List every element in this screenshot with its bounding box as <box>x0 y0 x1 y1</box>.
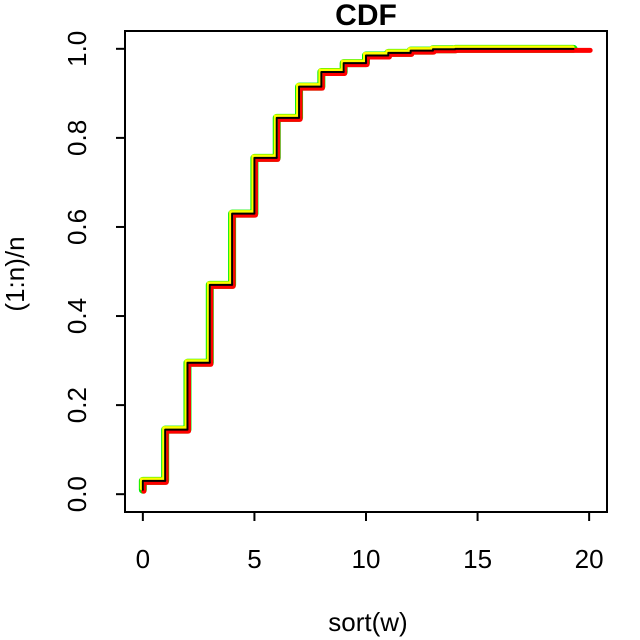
series-lines <box>138 44 593 494</box>
x-axis-ticks: 0 5 10 15 20 <box>136 512 604 574</box>
y-tick-label: 0.0 <box>62 476 92 512</box>
x-axis-label: sort(w) <box>328 607 407 637</box>
x-tick-label: 5 <box>247 544 261 574</box>
y-tick-label: 0.8 <box>62 120 92 156</box>
y-tick-label: 0.2 <box>62 387 92 423</box>
x-tick-label: 20 <box>575 544 604 574</box>
y-tick-label: 0.6 <box>62 209 92 245</box>
ecdf-yellow-line <box>139 45 575 491</box>
plot-box <box>124 30 608 513</box>
ecdf-black-line <box>141 47 575 491</box>
plot-title: CDF <box>335 0 397 32</box>
y-tick-label: 1.0 <box>62 31 92 67</box>
x-tick-label: 10 <box>352 544 381 574</box>
ecdf-green-line <box>138 44 578 494</box>
x-tick-label: 15 <box>463 544 492 574</box>
y-axis-label: (1:n)/n <box>0 236 30 311</box>
ecdf-red-line <box>141 47 593 494</box>
y-axis-ticks: 0.0 0.2 0.4 0.6 0.8 1.0 <box>62 31 125 512</box>
x-tick-label: 0 <box>136 544 150 574</box>
y-tick-label: 0.4 <box>62 298 92 334</box>
